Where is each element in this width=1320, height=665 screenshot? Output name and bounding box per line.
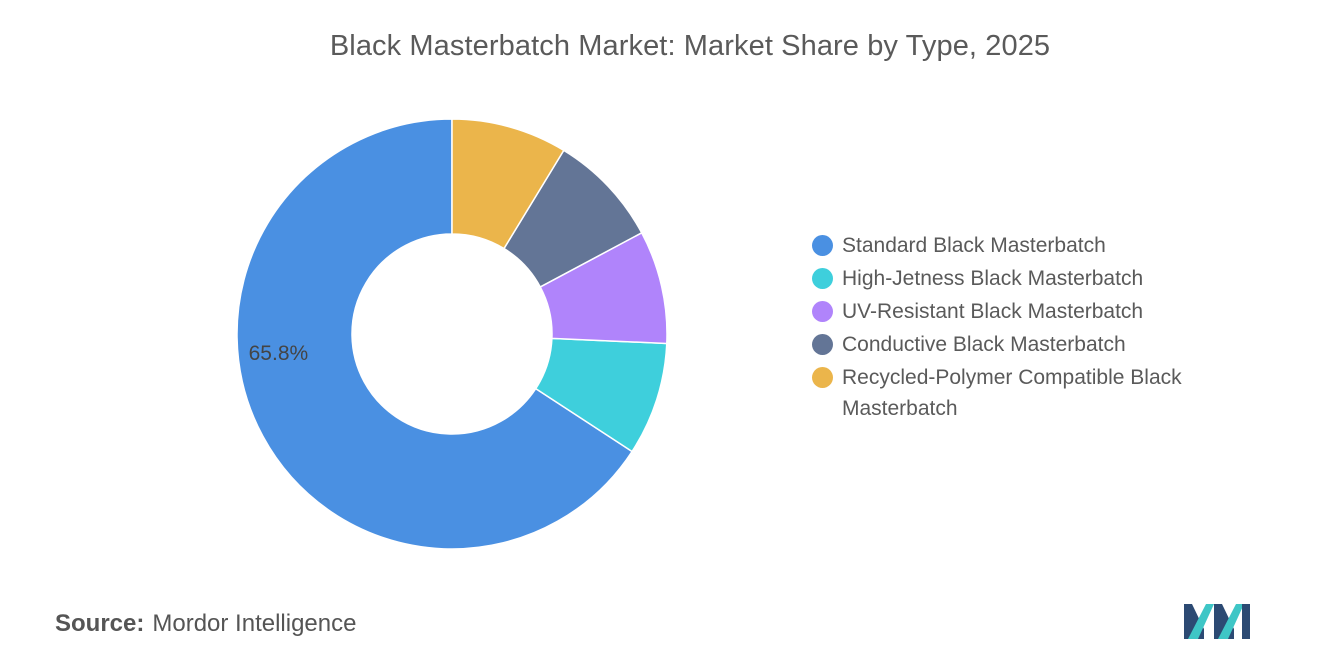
legend-swatch-conductive	[812, 334, 833, 355]
chart-title: Black Masterbatch Market: Market Share b…	[329, 30, 1051, 62]
legend-item-recycled-polymer: Recycled-Polymer Compatible Black Master…	[812, 362, 1232, 424]
source-line: Source: Mordor Intelligence	[55, 610, 356, 638]
source-label: Source:	[55, 610, 145, 637]
slice-recycled-polymer	[451, 118, 565, 250]
legend-swatch-uv-resistant	[812, 301, 833, 322]
legend-swatch-recycled-polymer	[812, 367, 833, 388]
legend-item-standard: Standard Black Masterbatch	[812, 230, 1232, 261]
legend-swatch-high-jetness	[812, 268, 833, 289]
donut-chart: 65.8%	[236, 118, 668, 550]
legend-item-conductive: Conductive Black Masterbatch	[812, 329, 1232, 360]
legend-label-standard: Standard Black Masterbatch	[842, 234, 1106, 257]
legend-label-recycled-polymer: Recycled-Polymer Compatible Black Master…	[842, 366, 1182, 420]
source-text: Mordor Intelligence	[152, 610, 357, 637]
mordor-intelligence-logo-icon	[1184, 604, 1250, 639]
legend-label-high-jetness: High-Jetness Black Masterbatch	[842, 267, 1144, 290]
legend-label-uv-resistant: UV-Resistant Black Masterbatch	[842, 300, 1144, 323]
legend-swatch-standard	[812, 235, 833, 256]
slice-standard	[236, 118, 634, 550]
data-label-standard: 65.8%	[249, 342, 309, 365]
legend-label-conductive: Conductive Black Masterbatch	[842, 333, 1126, 356]
legend-item-uv-resistant: UV-Resistant Black Masterbatch	[812, 296, 1232, 327]
legend-item-high-jetness: High-Jetness Black Masterbatch	[812, 263, 1232, 294]
chart-legend: Standard Black Masterbatch High-Jetness B…	[812, 230, 1232, 426]
